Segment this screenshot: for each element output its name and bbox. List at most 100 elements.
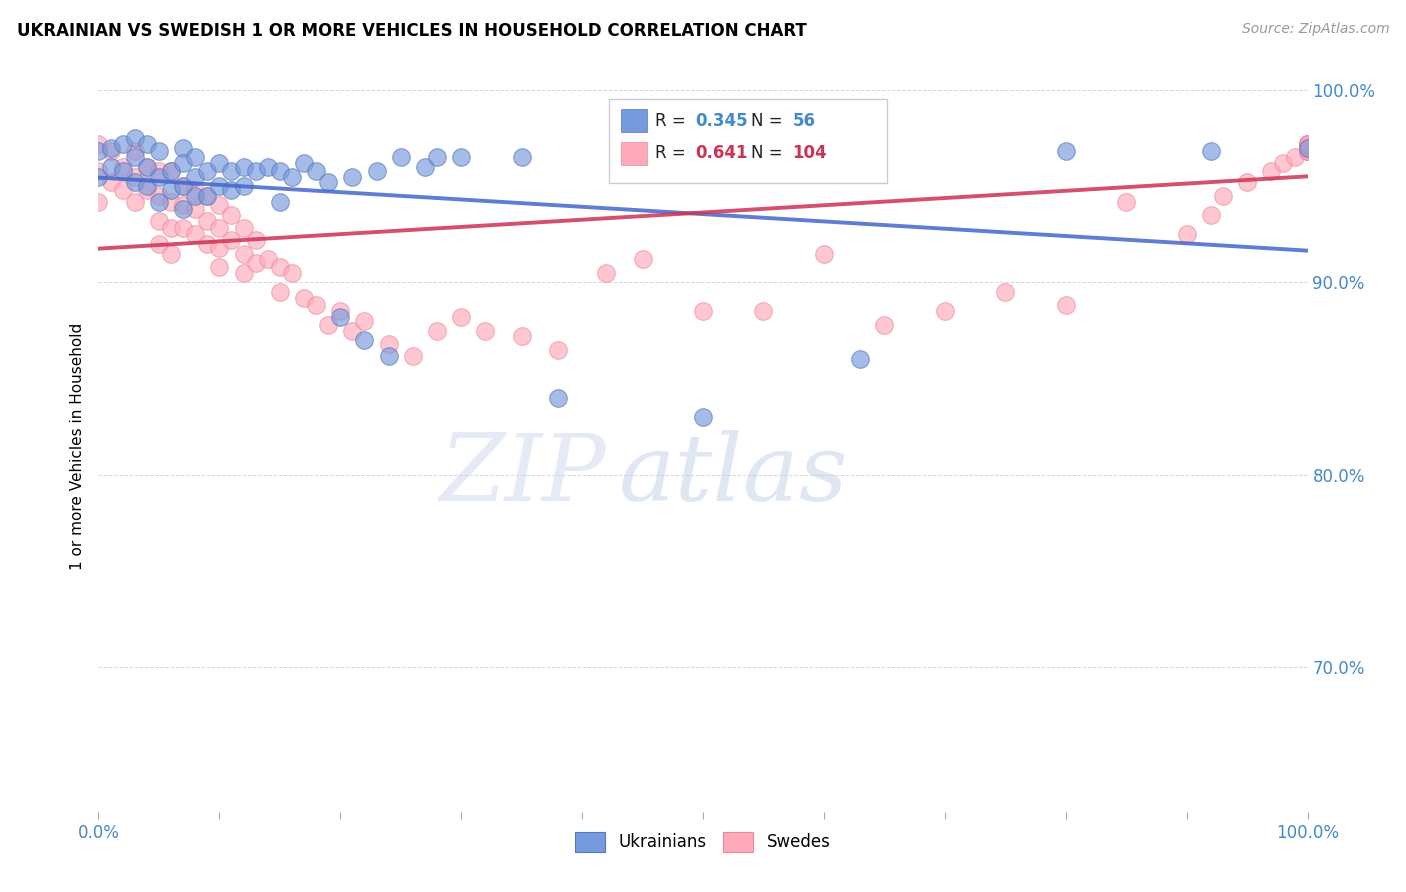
- Text: Source: ZipAtlas.com: Source: ZipAtlas.com: [1241, 22, 1389, 37]
- Point: [160, 163, 183, 178]
- Point: [752, 304, 775, 318]
- Point: [208, 156, 231, 170]
- Point: [547, 343, 569, 357]
- Point: [160, 194, 183, 209]
- Point: [1272, 156, 1295, 170]
- Point: [402, 349, 425, 363]
- Point: [1296, 145, 1319, 159]
- Point: [111, 160, 134, 174]
- Point: [232, 221, 254, 235]
- Point: [316, 318, 339, 332]
- Point: [172, 156, 194, 170]
- Point: [1296, 141, 1319, 155]
- Point: [1054, 145, 1077, 159]
- Point: [1175, 227, 1198, 242]
- Y-axis label: 1 or more Vehicles in Household: 1 or more Vehicles in Household: [70, 322, 86, 570]
- Point: [426, 324, 449, 338]
- Point: [329, 304, 352, 318]
- Point: [269, 194, 291, 209]
- Point: [1296, 141, 1319, 155]
- Point: [124, 131, 146, 145]
- Point: [221, 183, 243, 197]
- Point: [172, 179, 194, 194]
- Point: [184, 150, 207, 164]
- Point: [994, 285, 1017, 299]
- Point: [813, 246, 835, 260]
- Point: [172, 141, 194, 155]
- Point: [195, 236, 218, 251]
- Point: [87, 163, 110, 178]
- Point: [148, 214, 170, 228]
- Point: [269, 260, 291, 274]
- Point: [124, 150, 146, 164]
- Point: [1296, 141, 1319, 155]
- Point: [366, 163, 388, 178]
- Point: [1212, 188, 1234, 202]
- Point: [426, 150, 449, 164]
- Text: R =: R =: [655, 145, 690, 162]
- Point: [281, 169, 304, 184]
- Point: [1115, 194, 1137, 209]
- Bar: [621, 142, 647, 165]
- Point: [245, 163, 267, 178]
- Point: [148, 188, 170, 202]
- Point: [184, 202, 207, 217]
- Point: [377, 349, 399, 363]
- Legend: Ukrainians, Swedes: Ukrainians, Swedes: [568, 826, 838, 858]
- Point: [208, 221, 231, 235]
- Point: [377, 337, 399, 351]
- Point: [595, 266, 617, 280]
- Point: [1296, 145, 1319, 159]
- Point: [1296, 136, 1319, 151]
- Point: [195, 214, 218, 228]
- Point: [1236, 175, 1258, 189]
- Point: [1296, 136, 1319, 151]
- Point: [148, 163, 170, 178]
- Point: [1296, 141, 1319, 155]
- Point: [1296, 136, 1319, 151]
- Bar: [621, 109, 647, 132]
- Text: ZIP: ZIP: [440, 430, 606, 520]
- Point: [1199, 145, 1222, 159]
- Point: [232, 179, 254, 194]
- Point: [1296, 141, 1319, 155]
- Point: [1296, 141, 1319, 155]
- Point: [1296, 141, 1319, 155]
- Point: [87, 145, 110, 159]
- Point: [353, 314, 375, 328]
- Point: [87, 194, 110, 209]
- Point: [111, 183, 134, 197]
- Point: [692, 410, 714, 425]
- Point: [100, 145, 122, 159]
- Point: [450, 150, 472, 164]
- Point: [1296, 145, 1319, 159]
- Point: [160, 183, 183, 197]
- Point: [1296, 136, 1319, 151]
- Point: [281, 266, 304, 280]
- Text: N =: N =: [751, 112, 789, 129]
- Point: [232, 160, 254, 174]
- Point: [124, 175, 146, 189]
- Point: [305, 163, 328, 178]
- Point: [148, 194, 170, 209]
- Point: [692, 304, 714, 318]
- Point: [1296, 141, 1319, 155]
- Text: 104: 104: [793, 145, 827, 162]
- Point: [100, 175, 122, 189]
- Point: [87, 136, 110, 151]
- Point: [342, 324, 364, 338]
- Point: [329, 310, 352, 324]
- Point: [148, 236, 170, 251]
- Point: [1296, 145, 1319, 159]
- Point: [124, 145, 146, 159]
- Point: [172, 198, 194, 212]
- Point: [1199, 208, 1222, 222]
- Point: [547, 391, 569, 405]
- Point: [1296, 145, 1319, 159]
- Point: [100, 141, 122, 155]
- Point: [221, 208, 243, 222]
- Point: [184, 227, 207, 242]
- Point: [221, 233, 243, 247]
- Point: [172, 202, 194, 217]
- Point: [510, 329, 533, 343]
